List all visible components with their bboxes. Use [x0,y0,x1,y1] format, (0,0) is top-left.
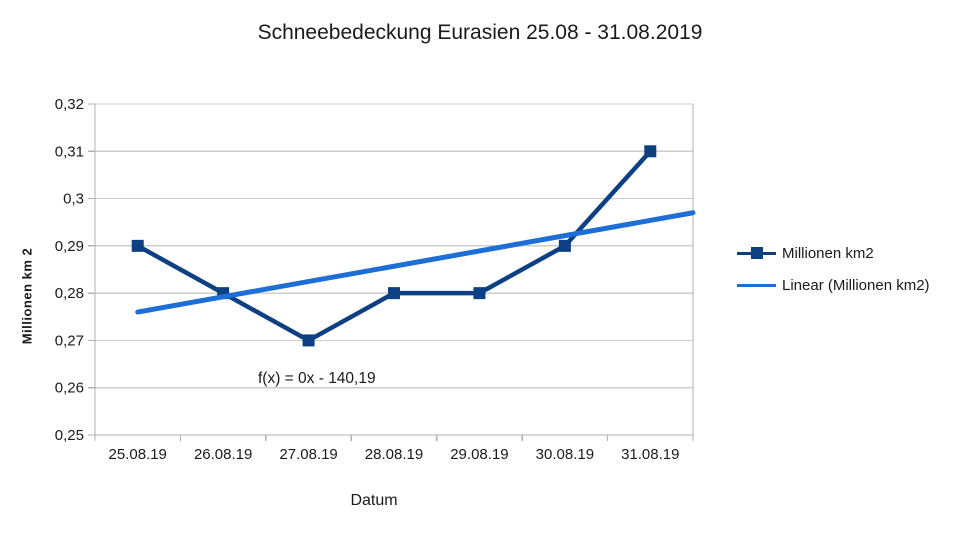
y-tick-label: 0,25 [55,427,84,444]
data-point-marker [388,287,400,300]
legend-label-series: Millionen km2 [782,244,874,262]
legend-item-millionen-km2: Millionen km2 [737,237,930,269]
y-tick-label: 0,28 [55,285,84,302]
x-tick-label: 25.08.19 [109,446,167,463]
trend-line [135,210,696,315]
x-tick-label: 27.08.19 [279,446,337,463]
y-tick-label: 0,3 [63,191,84,208]
x-tick-label: 26.08.19 [194,446,252,463]
series-line-marker-icon [737,247,776,259]
data-point-marker [131,239,144,252]
trend-line-icon [737,283,776,287]
x-tick-label: 31.08.19 [621,446,679,463]
square-marker-icon [750,247,763,259]
chart-title: Schneebedeckung Eurasien 25.08 - 31.08.2… [257,21,703,44]
data-point-marker [644,145,657,158]
x-tick-label: 30.08.19 [536,446,594,463]
y-tick-label: 0,26 [55,380,84,397]
x-tick-label: 28.08.19 [365,446,423,463]
y-tick-label: 0,32 [55,96,84,113]
y-tick-label: 0,27 [55,332,84,349]
y-tick-label: 0,31 [55,143,84,160]
legend-item-linear-trend: Linear (Millionen km2) [737,269,930,301]
y-tick-label: 0,29 [55,238,84,255]
x-tick-label: 29.08.19 [450,446,508,463]
data-point-marker [473,287,486,300]
x-axis-title: Datum [350,492,398,509]
data-point-marker [302,334,315,347]
legend-label-trend: Linear (Millionen km2) [782,276,930,294]
legend: Millionen km2 Linear (Millionen km2) [737,237,930,301]
data-point-marker [558,239,571,252]
trend-equation-label: f(x) = 0x - 140,19 [258,370,376,387]
